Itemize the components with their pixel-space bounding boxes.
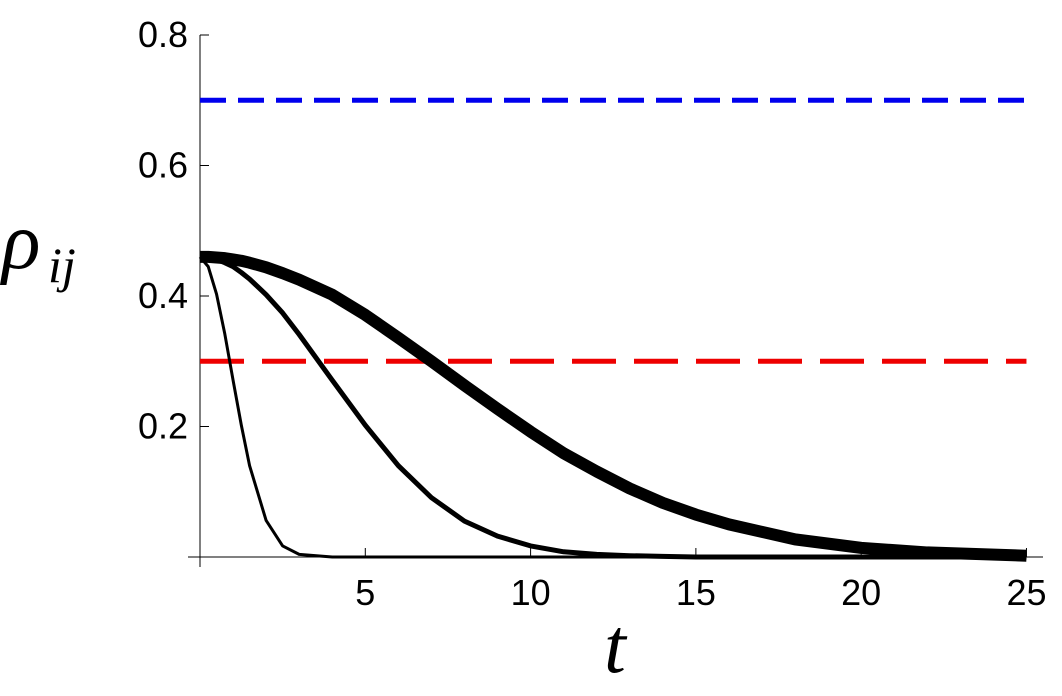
x-tick-label: 15 <box>676 572 716 613</box>
y-axis-label-subscript: ij <box>48 237 76 293</box>
y-tick-label: 0.8 <box>138 14 188 55</box>
y-axis-label: ρ <box>0 198 40 286</box>
y-tick-label: 0.2 <box>138 406 188 447</box>
y-tick-label: 0.6 <box>138 145 188 186</box>
x-tick-label: 25 <box>1006 572 1046 613</box>
y-tick-label: 0.4 <box>138 275 188 316</box>
curve <box>200 254 1027 560</box>
curve <box>198 255 1027 559</box>
x-tick-label: 5 <box>355 572 375 613</box>
x-tick-label: 10 <box>511 572 551 613</box>
x-axis-label: t <box>604 602 628 689</box>
curve <box>200 250 1027 562</box>
x-tick-label: 20 <box>841 572 881 613</box>
